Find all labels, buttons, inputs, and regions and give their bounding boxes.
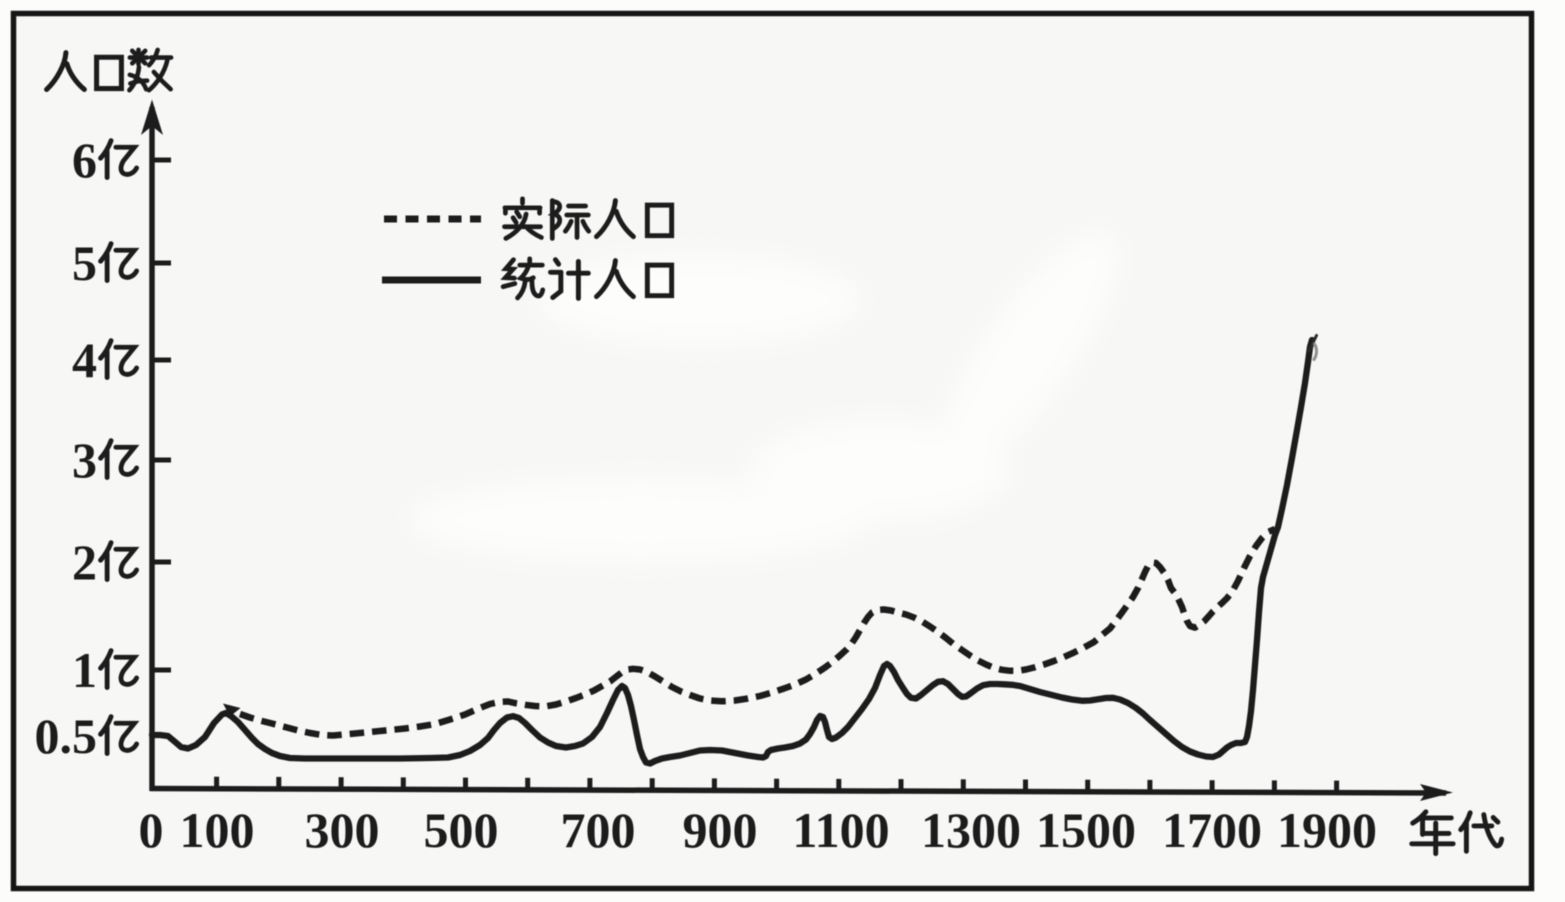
svg-text:3: 3 (72, 432, 97, 488)
svg-text:900: 900 (683, 802, 758, 858)
svg-text:0: 0 (139, 802, 164, 858)
svg-text:0.5: 0.5 (35, 708, 98, 764)
svg-text:1900: 1900 (1277, 802, 1377, 858)
svg-text:700: 700 (561, 802, 636, 858)
svg-text:100: 100 (180, 802, 255, 858)
svg-text:6: 6 (72, 132, 97, 188)
svg-text:500: 500 (424, 802, 499, 858)
svg-text:1500: 1500 (1036, 802, 1136, 858)
svg-text:2: 2 (72, 534, 97, 590)
svg-text:4: 4 (72, 332, 97, 388)
svg-text:1300: 1300 (921, 802, 1021, 858)
svg-text:1100: 1100 (792, 802, 889, 858)
svg-text:5: 5 (72, 235, 97, 291)
svg-text:300: 300 (305, 802, 380, 858)
svg-text:1: 1 (72, 642, 97, 698)
svg-text:1700: 1700 (1162, 802, 1262, 858)
